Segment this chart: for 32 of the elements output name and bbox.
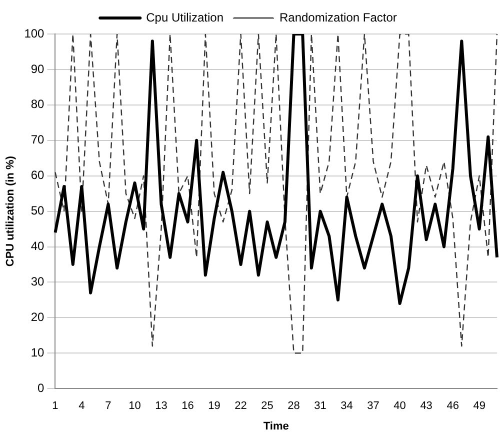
y-tick-label: 50 (30, 204, 45, 218)
legend-label: Randomization Factor (279, 10, 397, 24)
x-tick-label: 46 (446, 400, 459, 412)
x-tick-label: 25 (261, 400, 274, 412)
x-tick-label: 1 (52, 400, 58, 412)
y-tick-label: 0 (38, 380, 45, 395)
x-tick-label: 7 (105, 400, 112, 412)
y-axis-title: CPU utilization (in %) (4, 156, 17, 267)
x-tick-label: 22 (234, 400, 247, 412)
x-tick-label: 19 (208, 400, 220, 412)
x-axis-title: Time (263, 420, 289, 432)
x-tick-label: 28 (288, 400, 300, 412)
x-tick-label: 34 (340, 400, 353, 412)
y-tick-label: 20 (30, 310, 45, 324)
y-tick-label: 70 (30, 132, 45, 147)
y-tick-label: 40 (30, 239, 45, 254)
y-tick-label: 10 (30, 345, 45, 360)
x-tick-label: 4 (78, 400, 85, 412)
x-tick-label: 31 (314, 400, 326, 412)
x-tick-label: 37 (367, 400, 380, 412)
x-tick-label: 16 (182, 400, 194, 412)
x-tick-label: 43 (420, 400, 432, 412)
x-tick-label: 40 (394, 400, 406, 412)
y-tick-label: 30 (30, 274, 45, 289)
x-tick-label: 13 (155, 400, 168, 412)
x-tick-label: 10 (128, 400, 141, 412)
legend-label: Cpu Utilization (146, 10, 224, 24)
y-tick-label: 90 (30, 62, 45, 76)
y-tick-label: 100 (24, 26, 45, 40)
x-tick-label: 49 (473, 400, 486, 412)
y-tick-label: 60 (30, 168, 45, 182)
y-tick-label: 80 (30, 97, 45, 112)
